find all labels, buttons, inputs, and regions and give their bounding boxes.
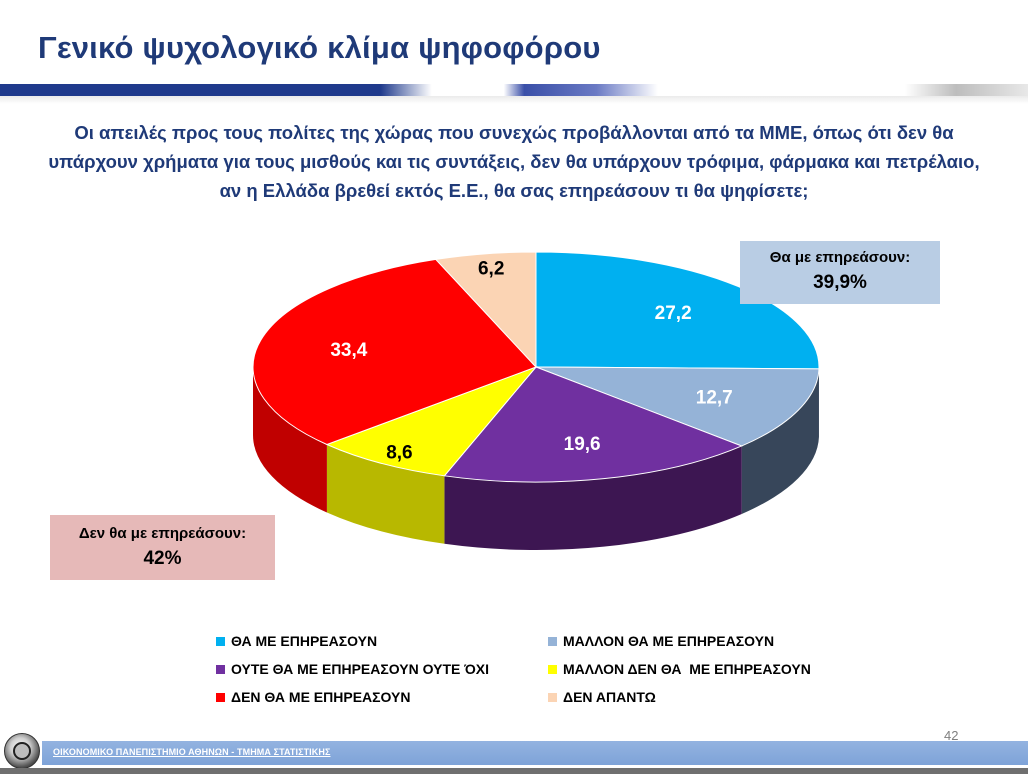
callout-no-affect-label: Δεν θα με επηρεάσουν: — [78, 525, 247, 542]
data-label-2: 19,6 — [564, 434, 601, 455]
pie-slice-0 — [535, 251, 820, 370]
pie-labels: 27,2 12,7 19,6 8,6 33,4 6,2 — [330, 258, 732, 463]
data-label-0: 27,2 — [655, 303, 692, 324]
callout-no-affect-value: 42% — [143, 548, 182, 569]
data-label-4: 33,4 — [330, 340, 367, 361]
legend-swatch — [548, 692, 557, 702]
legend-swatch — [216, 664, 225, 674]
legend-item-4: ΔΕΝ ΘΑ ΜΕ ΕΠΗΡΕΑΣΟΥΝ — [216, 689, 411, 705]
pie-slice-5 — [434, 251, 537, 369]
legend-item-0: ΘΑ ΜΕ ΕΠΗΡΕΑΣΟΥΝ — [216, 633, 377, 649]
pie-side-4 — [253, 367, 327, 513]
pie-side-2 — [444, 445, 742, 550]
pie-slice-1 — [535, 366, 820, 447]
footer-text: ΟΙΚΟΝΟΜΙΚΟ ΠΑΝΕΠΙΣΤΗΜΙΟ ΑΘΗΝΩΝ - ΤΜΗΜΑ Σ… — [53, 747, 331, 757]
legend-swatch — [216, 636, 225, 646]
title-underline-bar — [0, 84, 1028, 96]
legend-item-3: ΜΑΛΛΟΝ ΔΕΝ ΘΑ ΜΕ ΕΠΗΡΕΑΣΟΥΝ — [548, 661, 811, 677]
pie-side-3 — [326, 444, 445, 544]
callout-affect-label: Θα με επηρεάσουν: — [769, 249, 911, 266]
legend-label: ΟΥΤΕ ΘΑ ΜΕ ΕΠΗΡΕΑΣΟΥΝ ΟΥΤΕ ΌΧΙ — [231, 661, 489, 677]
pie-side-1 — [741, 368, 819, 514]
legend-item-5: ΔΕΝ ΑΠΑΝΤΩ — [548, 689, 656, 705]
pie-slice-4 — [252, 258, 537, 446]
callout-affect: Θα με επηρεάσουν: 39,9% — [740, 241, 940, 304]
university-logo-icon — [4, 733, 40, 769]
pie-slice-3 — [325, 365, 538, 477]
title-bar-shadow — [0, 96, 1028, 104]
legend-label: ΔΕΝ ΑΠΑΝΤΩ — [563, 689, 656, 705]
legend-swatch — [216, 692, 225, 702]
legend-label: ΜΑΛΛΟΝ ΘΑ ΜΕ ΕΠΗΡΕΑΣΟΥΝ — [563, 633, 775, 649]
legend-item-2: ΟΥΤΕ ΘΑ ΜΕ ΕΠΗΡΕΑΣΟΥΝ ΟΥΤΕ ΌΧΙ — [216, 661, 489, 677]
page-title: Γενικό ψυχολογικό κλίμα ψηφοφόρου — [38, 30, 601, 65]
survey-question: Οι απειλές προς τους πολίτες της χώρας π… — [48, 122, 980, 201]
pie-tops — [252, 251, 820, 483]
page-number: 42 — [944, 728, 959, 743]
pie-sides — [253, 367, 819, 550]
pie-slice-2 — [443, 366, 744, 483]
legend-label: ΔΕΝ ΘΑ ΜΕ ΕΠΗΡΕΑΣΟΥΝ — [231, 689, 411, 705]
footer-bar — [42, 741, 1028, 765]
legend-label: ΘΑ ΜΕ ΕΠΗΡΕΑΣΟΥΝ — [231, 633, 378, 649]
legend-label: ΜΑΛΛΟΝ ΔΕΝ ΘΑ ΜΕ ΕΠΗΡΕΑΣΟΥΝ — [563, 661, 811, 677]
data-label-3: 8,6 — [386, 443, 412, 464]
bottom-divider — [0, 768, 1028, 774]
legend-swatch — [548, 664, 557, 674]
legend-item-1: ΜΑΛΛΟΝ ΘΑ ΜΕ ΕΠΗΡΕΑΣΟΥΝ — [548, 633, 774, 649]
legend-swatch — [548, 636, 557, 646]
data-label-1: 12,7 — [696, 387, 733, 408]
callout-affect-value: 39,9% — [813, 272, 867, 293]
callout-no-affect: Δεν θα με επηρεάσουν: 42% — [50, 515, 275, 580]
data-label-5: 6,2 — [478, 258, 504, 279]
